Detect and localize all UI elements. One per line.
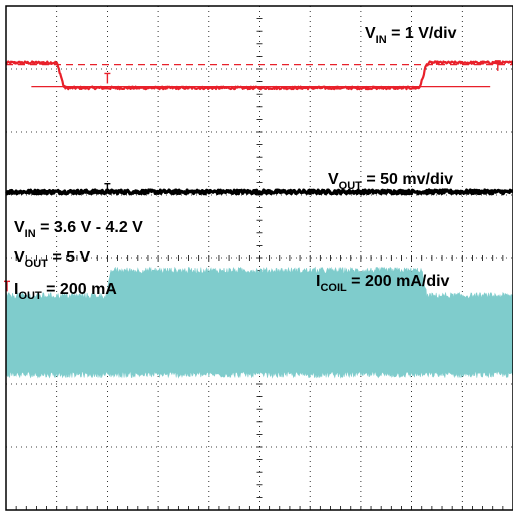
cursor-marker: [494, 60, 501, 71]
vout-value-label: VOUT = 5 V: [14, 249, 90, 270]
vin-scale-label: VIN = 1 V/div: [365, 25, 457, 46]
plot-frame: [5, 5, 513, 511]
cursor-marker: [104, 182, 111, 194]
icoil-scale-label: ICOIL = 200 mA/div: [316, 273, 450, 294]
cursor-markers: [4, 60, 501, 292]
cursor-marker: [104, 72, 111, 84]
vout-scale-label: VOUT = 50 mv/div: [328, 171, 453, 192]
vin-range-label: VIN = 3.6 V - 4.2 V: [14, 219, 143, 240]
cursor-marker: [4, 280, 11, 292]
traces: [5, 60, 513, 379]
annotations: VIN = 1 V/div VOUT = 50 mv/div VIN = 3.6…: [14, 25, 457, 302]
iout-value-label: IOUT = 200 mA: [14, 281, 117, 302]
series-icoil-band: [5, 266, 513, 379]
series-vout-line: [5, 188, 513, 196]
series-vin-line: [5, 60, 513, 91]
